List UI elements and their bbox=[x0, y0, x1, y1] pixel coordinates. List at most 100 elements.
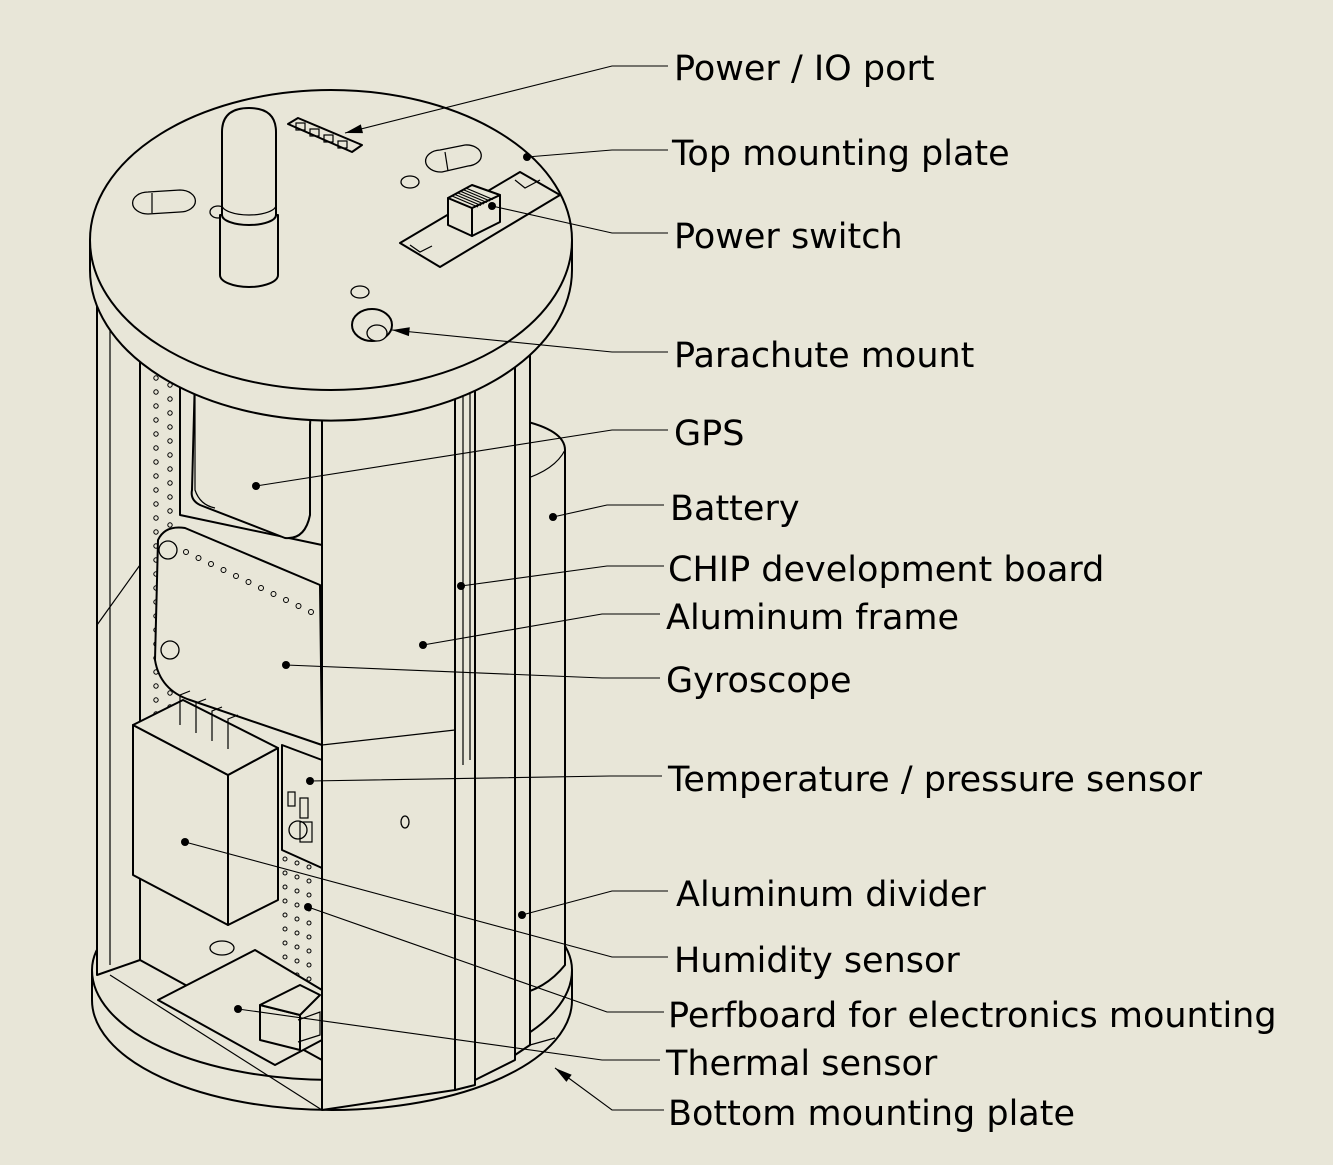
leader-arrowhead bbox=[392, 327, 410, 337]
leader-line bbox=[526, 149, 668, 158]
sensor-pin bbox=[227, 714, 239, 749]
label-chip-board: CHIP development board bbox=[668, 550, 1104, 590]
perf-hole bbox=[167, 396, 173, 402]
perf-hole bbox=[153, 389, 159, 395]
board-hole bbox=[308, 609, 314, 615]
leader-line bbox=[521, 890, 668, 916]
perf-hole bbox=[167, 452, 173, 458]
label-aluminum-frame: Aluminum frame bbox=[666, 598, 959, 638]
label-temp-pressure: Temperature / pressure sensor bbox=[667, 760, 1203, 800]
perf-hole bbox=[306, 878, 312, 884]
leader-arrowhead bbox=[345, 124, 363, 134]
perf-hole bbox=[282, 856, 288, 862]
label-aluminum-divider: Aluminum divider bbox=[676, 875, 986, 915]
label-top-mounting-plate: Top mounting plate bbox=[671, 134, 1010, 174]
perf-hole bbox=[294, 860, 300, 866]
perf-hole bbox=[167, 690, 173, 696]
perf-hole bbox=[294, 916, 300, 922]
leader-line bbox=[184, 841, 668, 958]
board-hole bbox=[283, 597, 289, 603]
perf-hole bbox=[306, 934, 312, 940]
perf-hole bbox=[153, 487, 159, 493]
perf-hole bbox=[153, 501, 159, 507]
perf-hole bbox=[282, 884, 288, 890]
perf-hole bbox=[306, 976, 312, 982]
temperature-pressure-sensor bbox=[281, 744, 323, 869]
mounting-slot-right bbox=[424, 144, 482, 173]
perf-hole bbox=[153, 445, 159, 451]
perf-hole bbox=[294, 958, 300, 964]
perf-hole bbox=[153, 683, 159, 689]
leader-line bbox=[237, 1008, 660, 1061]
perf-hole bbox=[153, 697, 159, 703]
leader-dot bbox=[419, 641, 427, 649]
switch-ridge bbox=[466, 187, 494, 201]
label-parachute-mount: Parachute mount bbox=[674, 336, 974, 376]
label-bottom-mounting-plate: Bottom mounting plate bbox=[668, 1094, 1075, 1134]
gyroscope-board bbox=[154, 526, 323, 746]
port-pin bbox=[295, 122, 306, 131]
antenna bbox=[219, 107, 279, 288]
label-power-io-port: Power / IO port bbox=[674, 49, 935, 89]
leader-line bbox=[391, 329, 668, 353]
perf-hole bbox=[282, 898, 288, 904]
perf-hole bbox=[294, 944, 300, 950]
perf-hole bbox=[153, 459, 159, 465]
port-pin bbox=[337, 140, 348, 149]
leader-line bbox=[554, 1067, 664, 1111]
board-hole bbox=[183, 549, 189, 555]
label-gps: GPS bbox=[674, 414, 744, 454]
humidity-sensor bbox=[132, 690, 279, 926]
leader-line bbox=[344, 65, 668, 134]
perf-hole bbox=[282, 940, 288, 946]
board-hole bbox=[195, 555, 202, 561]
perf-hole bbox=[167, 410, 173, 416]
inner-floor bbox=[109, 974, 556, 1111]
leader-dot bbox=[518, 911, 526, 919]
perf-hole bbox=[167, 480, 173, 486]
perf-hole bbox=[167, 466, 173, 472]
perf-hole bbox=[153, 403, 159, 409]
leader-line bbox=[255, 429, 668, 487]
board-hole bbox=[270, 591, 277, 597]
board-hole bbox=[258, 585, 264, 591]
board-hole bbox=[233, 573, 239, 579]
parachute-mount bbox=[351, 308, 393, 342]
leader-dot bbox=[488, 202, 496, 210]
sensor-pin bbox=[179, 690, 191, 725]
perf-hole bbox=[282, 926, 288, 932]
top-mounting-plate bbox=[89, 89, 573, 422]
perf-hole bbox=[282, 954, 288, 960]
perf-hole bbox=[306, 892, 312, 898]
perf-hole bbox=[306, 864, 312, 870]
perf-hole bbox=[306, 920, 312, 926]
leader-line bbox=[422, 613, 660, 646]
mounting-slot-left bbox=[132, 189, 196, 215]
label-perfboard: Perfboard for electronics mounting bbox=[668, 996, 1277, 1036]
board-hole bbox=[295, 603, 302, 609]
leader-dot bbox=[523, 153, 531, 161]
perf-hole bbox=[306, 948, 312, 954]
switch-ridge bbox=[457, 192, 485, 205]
switch-ridge bbox=[460, 190, 488, 204]
power-io-port bbox=[287, 117, 363, 153]
perf-hole bbox=[153, 375, 159, 381]
perf-hole bbox=[153, 529, 159, 535]
leader-dot bbox=[457, 582, 465, 590]
perf-hole bbox=[294, 874, 300, 880]
perf-hole bbox=[153, 417, 159, 423]
perf-hole bbox=[294, 888, 300, 894]
perf-hole bbox=[294, 902, 300, 908]
leader-dot bbox=[304, 903, 312, 911]
perf-hole bbox=[306, 962, 312, 968]
perf-hole bbox=[282, 870, 288, 876]
leader-dot bbox=[306, 777, 314, 785]
perf-hole bbox=[153, 473, 159, 479]
switch-ridge bbox=[454, 193, 482, 207]
label-thermal-sensor: Thermal sensor bbox=[665, 1044, 938, 1084]
leader-dot bbox=[234, 1005, 242, 1013]
port-pin bbox=[323, 134, 334, 143]
perf-hole bbox=[167, 508, 173, 514]
sensor-pin bbox=[195, 698, 207, 733]
